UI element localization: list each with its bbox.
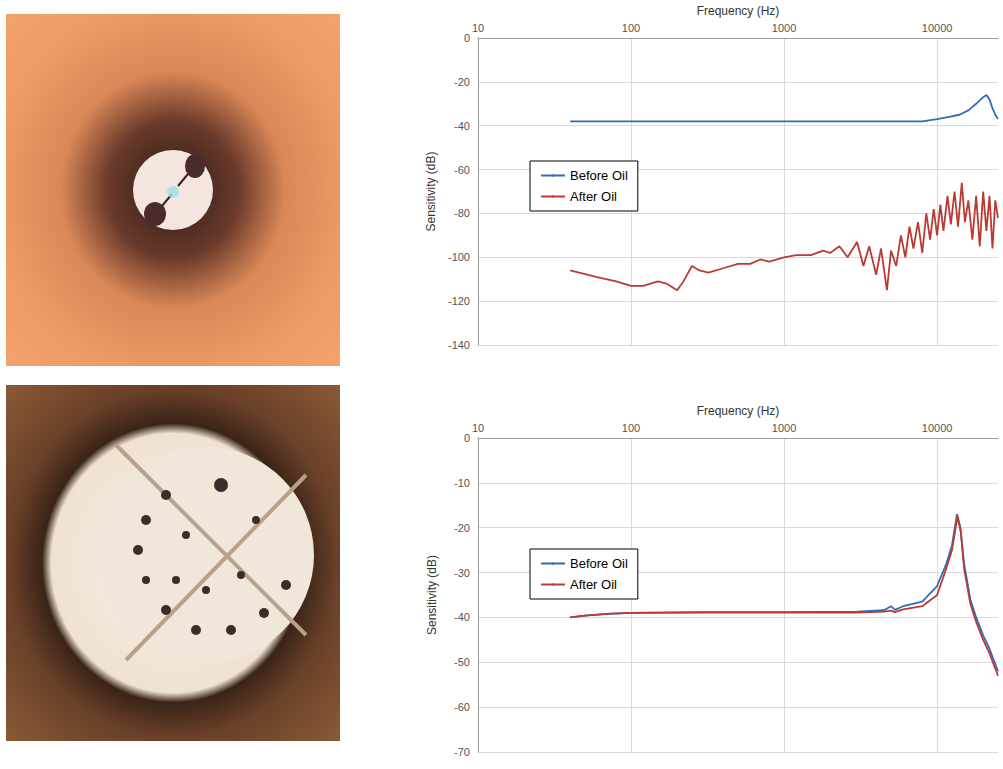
svg-text:After Oil: After Oil xyxy=(570,189,617,204)
svg-text:-120: -120 xyxy=(448,295,470,307)
svg-text:10000: 10000 xyxy=(922,422,953,434)
svg-text:-70: -70 xyxy=(454,746,470,758)
svg-text:-60: -60 xyxy=(454,701,470,713)
svg-text:10: 10 xyxy=(472,422,484,434)
svg-text:10000: 10000 xyxy=(922,22,953,34)
svg-text:-20: -20 xyxy=(454,76,470,88)
svg-text:Before Oil: Before Oil xyxy=(570,556,628,571)
svg-text:-20: -20 xyxy=(454,522,470,534)
svg-text:-40: -40 xyxy=(454,120,470,132)
svg-text:-10: -10 xyxy=(454,477,470,489)
svg-text:10: 10 xyxy=(472,22,484,34)
svg-text:Sensitivity (dB): Sensitivity (dB) xyxy=(425,555,439,635)
svg-text:Before Oil: Before Oil xyxy=(570,168,628,183)
svg-text:-40: -40 xyxy=(454,611,470,623)
svg-text:1000: 1000 xyxy=(772,22,796,34)
svg-text:0: 0 xyxy=(464,432,470,444)
svg-text:100: 100 xyxy=(622,422,640,434)
svg-text:-140: -140 xyxy=(448,339,470,351)
svg-text:100: 100 xyxy=(622,22,640,34)
svg-text:-60: -60 xyxy=(454,164,470,176)
svg-text:1000: 1000 xyxy=(772,422,796,434)
svg-text:-100: -100 xyxy=(448,251,470,263)
svg-text:-80: -80 xyxy=(454,207,470,219)
svg-text:Sensitivity (dB): Sensitivity (dB) xyxy=(424,151,438,231)
svg-text:Frequency (Hz): Frequency (Hz) xyxy=(697,404,780,418)
svg-text:-50: -50 xyxy=(454,656,470,668)
svg-text:Frequency (Hz): Frequency (Hz) xyxy=(697,4,780,18)
svg-text:-30: -30 xyxy=(454,567,470,579)
svg-text:After Oil: After Oil xyxy=(570,577,617,592)
svg-text:0: 0 xyxy=(464,32,470,44)
